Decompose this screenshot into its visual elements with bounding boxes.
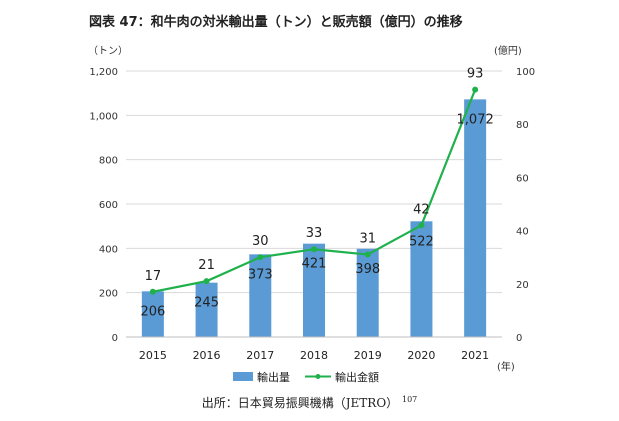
bar bbox=[141, 291, 164, 337]
bar-value-label: 522 bbox=[409, 234, 434, 249]
line-marker bbox=[472, 86, 479, 93]
x-tick-label: 2017 bbox=[246, 349, 274, 362]
left-tick-label: 0 bbox=[112, 333, 118, 344]
legend-bar-label: 輸出量 bbox=[257, 370, 290, 384]
bar-value-label: 421 bbox=[302, 257, 327, 272]
right-tick-label: 20 bbox=[516, 280, 529, 291]
bar-value-label: 206 bbox=[140, 304, 165, 319]
axes: 0 200 400 600 800 1,000 1,200 0 20 40 60 80 100 2015 2… bbox=[89, 67, 535, 362]
right-tick-label: 0 bbox=[516, 333, 522, 344]
x-tick-label: 2015 bbox=[139, 349, 167, 362]
line-marker bbox=[311, 246, 317, 253]
bar-value-label: 1,072 bbox=[457, 112, 494, 127]
right-tick-label: 80 bbox=[516, 120, 529, 131]
source-text: 出所：日本貿易振興機構（JETRO） bbox=[201, 396, 399, 410]
line-marker bbox=[257, 254, 264, 261]
line-series bbox=[149, 86, 479, 295]
line-value-label: 21 bbox=[198, 258, 215, 273]
source-footnote: 107 bbox=[402, 395, 418, 404]
bar bbox=[464, 99, 487, 337]
bar bbox=[249, 254, 272, 337]
legend-line-marker bbox=[315, 374, 321, 379]
left-tick-label: 1,200 bbox=[89, 67, 118, 78]
line-value-label: 17 bbox=[145, 269, 162, 284]
right-axis-unit: (億円) bbox=[494, 44, 522, 57]
x-axis-unit: (年) bbox=[497, 360, 515, 373]
line-marker bbox=[149, 288, 156, 295]
right-tick-label: 60 bbox=[516, 173, 529, 184]
x-tick-label: 2021 bbox=[461, 349, 489, 362]
bar-value-label: 373 bbox=[248, 267, 273, 282]
legend: 輸出量 輸出金額 bbox=[233, 370, 379, 384]
figure-title: 図表 47：和牛肉の対米輸出量（トン）と販売額（億円）の推移 bbox=[89, 15, 463, 30]
right-tick-label: 40 bbox=[516, 227, 529, 238]
x-tick-label: 2019 bbox=[354, 349, 382, 362]
source-note: 出所：日本貿易振興機構（JETRO） 107 bbox=[0, 394, 619, 411]
bar-series bbox=[141, 99, 487, 337]
left-tick-label: 1,000 bbox=[89, 111, 118, 122]
line-marker bbox=[418, 222, 425, 229]
x-tick-label: 2018 bbox=[300, 349, 328, 362]
bar bbox=[356, 248, 379, 337]
line-value-label: 31 bbox=[359, 232, 376, 247]
left-tick-label: 200 bbox=[99, 289, 118, 300]
legend-line-label: 輸出金額 bbox=[335, 370, 379, 384]
bar-value-label: 245 bbox=[194, 296, 219, 311]
bar-value-label: 398 bbox=[355, 262, 380, 277]
line-marker bbox=[364, 251, 371, 258]
left-tick-label: 600 bbox=[99, 200, 118, 211]
line-value-label: 30 bbox=[252, 234, 269, 249]
bar bbox=[303, 243, 325, 337]
line-value-label: 42 bbox=[413, 202, 430, 217]
legend-bar-swatch bbox=[233, 372, 253, 381]
bar bbox=[195, 282, 218, 337]
left-tick-label: 800 bbox=[99, 156, 118, 167]
data-labels: 206 245 373 421 398 522 1,072 17 21 30 33 31 42 93 bbox=[140, 67, 493, 320]
line-marker bbox=[203, 278, 210, 285]
right-tick-label: 100 bbox=[516, 67, 535, 78]
x-tick-label: 2020 bbox=[407, 349, 435, 362]
left-axis-unit: （トン） bbox=[88, 45, 128, 57]
bar bbox=[410, 221, 433, 337]
line-value-label: 33 bbox=[306, 226, 323, 241]
line-value-label: 93 bbox=[467, 67, 484, 82]
x-tick-label: 2016 bbox=[193, 349, 221, 362]
left-tick-label: 400 bbox=[99, 244, 118, 255]
